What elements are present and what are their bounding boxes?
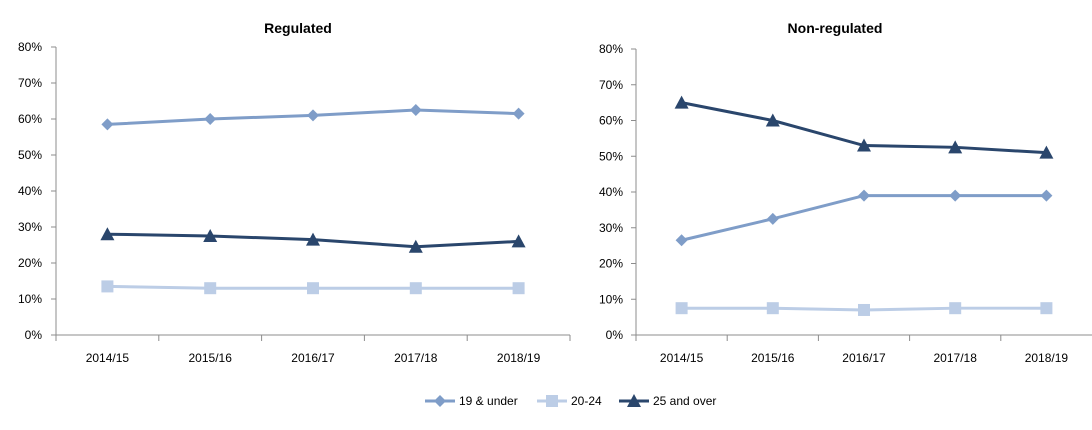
series-line: [681, 194, 1047, 242]
data-point: [204, 113, 217, 125]
x-tick-label: 2016/17: [842, 351, 886, 365]
x-tick-label: 2015/16: [751, 351, 795, 365]
data-point: [949, 302, 962, 315]
data-point: [409, 282, 422, 295]
data-point: [766, 302, 779, 315]
series-25-and-over: [100, 227, 526, 253]
series-19-under: [101, 104, 525, 131]
non-regulated-chart: Non-regulated 0% 10% 20% 30% 40% 50% 60% 70% 80% 2…: [599, 20, 1092, 365]
y-tick-label: 50%: [18, 148, 42, 162]
legend-item: 25 and over: [619, 394, 716, 408]
y-tick-label: 20%: [599, 257, 623, 271]
data-point: [512, 282, 525, 295]
x-tick-label: 2014/15: [86, 351, 130, 365]
x-tick-label: 2016/17: [291, 351, 335, 365]
legend-label: 25 and over: [653, 394, 716, 408]
series-25-and-over: [674, 95, 1054, 159]
legend-label: 20-24: [571, 394, 602, 408]
legend-marker: [546, 395, 558, 407]
regulated-chart: Regulated 0% 10% 20% 30% 40% 50% 60% 70% 80% 2014/…: [18, 20, 571, 365]
legend-label: 19 & under: [459, 394, 518, 408]
data-point: [858, 303, 870, 316]
data-point: [409, 104, 422, 116]
y-tick-label: 80%: [18, 40, 42, 54]
data-point: [511, 234, 526, 248]
data-point: [674, 95, 689, 109]
data-point: [765, 113, 780, 127]
data-point: [949, 189, 962, 202]
y-tick-label: 50%: [599, 149, 623, 163]
x-tick-label: 2018/19: [1025, 351, 1069, 365]
x-tick-label: 2017/18: [394, 351, 438, 365]
data-point: [858, 189, 870, 202]
data-point: [1039, 145, 1054, 159]
y-tick-label: 30%: [599, 221, 623, 235]
y-tick-label: 70%: [599, 78, 623, 92]
y-tick-label: 0%: [25, 328, 43, 342]
chart-title: Non-regulated: [788, 20, 883, 36]
y-tick-label: 10%: [18, 292, 42, 306]
data-point: [307, 109, 319, 122]
chart-title: Regulated: [264, 20, 332, 36]
x-tick-label: 2017/18: [934, 351, 978, 365]
x-tick-label: 2018/19: [497, 351, 541, 365]
data-point: [306, 232, 320, 246]
series-20-24: [675, 302, 1053, 316]
y-tick-label: 80%: [599, 42, 623, 56]
data-point: [675, 234, 688, 247]
series-20-24: [101, 280, 525, 295]
y-tick-label: 0%: [606, 328, 624, 342]
legend: 19 & under 20-24 25 and over: [425, 394, 716, 408]
data-point: [1040, 302, 1053, 315]
data-point: [204, 282, 217, 295]
data-point: [948, 140, 963, 154]
data-point: [1040, 189, 1053, 202]
series-19-under: [675, 189, 1053, 247]
y-tick-label: 10%: [599, 292, 623, 306]
data-point: [857, 138, 871, 152]
y-tick-label: 20%: [18, 256, 42, 270]
x-tick-label: 2015/16: [189, 351, 233, 365]
x-tick-label: 2014/15: [660, 351, 704, 365]
data-point: [512, 107, 525, 120]
y-tick-label: 70%: [18, 76, 42, 90]
data-point: [307, 282, 319, 295]
y-tick-label: 40%: [18, 184, 42, 198]
y-tick-label: 60%: [599, 114, 623, 128]
legend-item: 19 & under: [425, 394, 518, 408]
data-point: [100, 227, 115, 241]
data-point: [675, 302, 688, 315]
data-point: [408, 239, 423, 253]
y-tick-label: 30%: [18, 220, 42, 234]
data-point: [766, 212, 779, 225]
legend-marker: [627, 394, 641, 407]
y-tick-label: 60%: [18, 112, 42, 126]
data-point: [203, 229, 218, 242]
data-point: [101, 118, 114, 131]
legend-marker: [434, 395, 446, 407]
legend-item: 20-24: [537, 394, 602, 408]
y-tick-label: 40%: [599, 185, 623, 199]
data-point: [101, 280, 114, 293]
